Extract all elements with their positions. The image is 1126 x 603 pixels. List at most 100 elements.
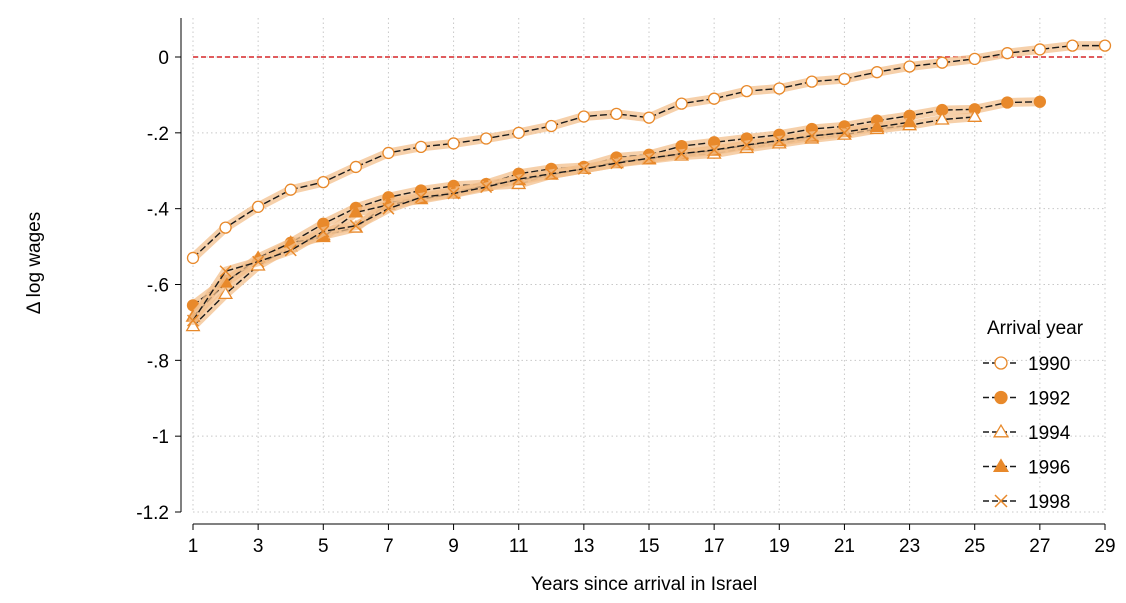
point-1990 — [251, 200, 265, 213]
legend-label: 1994 — [1028, 423, 1071, 444]
x-tick-label: 13 — [573, 536, 594, 557]
x-marker-stroke — [773, 134, 786, 147]
point-1990 — [675, 97, 688, 110]
x-marker-stroke — [447, 187, 460, 200]
axes: 0-.2-.4-.6-.8-1-1.21 3 5 7 9 11 13 15 17 19 21 23 25… — [136, 18, 1116, 557]
point-1990 — [577, 110, 591, 123]
x-tick-label: 23 — [899, 536, 920, 557]
point-1990 — [1001, 47, 1014, 60]
series-line-1992 — [192, 101, 1040, 306]
series-1996 — [185, 114, 918, 322]
x-tick-label: 19 — [769, 536, 790, 557]
point-1996 — [348, 204, 364, 218]
x-tick-label: 21 — [834, 536, 855, 557]
point-1990 — [414, 140, 428, 154]
point-1998 — [545, 167, 558, 180]
series-band-1992 — [188, 97, 1045, 310]
point-1990 — [219, 221, 232, 234]
x-tick-label: 9 — [448, 536, 459, 557]
point-1998 — [838, 126, 851, 139]
point-1998 — [610, 157, 623, 170]
legend-item-1998: 1998 — [983, 492, 1070, 513]
series-line-1998 — [192, 132, 845, 321]
y-tick-label: -.8 — [147, 351, 169, 372]
point-1990 — [707, 92, 721, 105]
x-marker-stroke — [838, 126, 851, 139]
point-1990 — [349, 160, 363, 174]
point-1990 — [1033, 43, 1047, 56]
point-1998 — [317, 225, 330, 238]
point-1992 — [1001, 96, 1014, 109]
point-1994 — [934, 111, 950, 125]
legend-title: Arrival year — [987, 318, 1084, 339]
point-1998 — [382, 202, 395, 215]
point-1990 — [838, 72, 851, 86]
x-marker-stroke — [642, 152, 656, 165]
point-1998 — [284, 244, 297, 257]
x-tick-label: 7 — [383, 536, 394, 557]
x-marker-stroke — [480, 181, 493, 194]
legend-marker — [994, 494, 1008, 508]
point-1990 — [903, 60, 916, 73]
x-marker-stroke — [219, 265, 232, 278]
point-1990 — [870, 66, 884, 79]
point-1990 — [1098, 39, 1112, 52]
x-tick-label: 11 — [509, 536, 529, 557]
point-1990 — [1066, 39, 1079, 52]
series-band-1996 — [188, 117, 915, 322]
point-1990 — [935, 56, 949, 69]
x-tick-label: 17 — [704, 536, 725, 557]
point-1990 — [610, 107, 623, 121]
x-marker-stroke — [284, 244, 297, 257]
legend-marker — [994, 390, 1008, 405]
x-marker-stroke — [512, 173, 525, 186]
y-tick-label: 0 — [158, 48, 169, 69]
point-1998 — [805, 129, 818, 142]
x-tick-label: 25 — [964, 536, 985, 557]
point-1990 — [479, 132, 493, 145]
x-tick-label: 15 — [638, 536, 659, 557]
x-marker-stroke — [349, 219, 362, 232]
legend-marker — [994, 356, 1008, 370]
legend-item-1996: 1996 — [983, 458, 1070, 479]
point-1998 — [675, 147, 688, 160]
x-tick-label: 29 — [1094, 536, 1115, 557]
x-marker-stroke — [252, 255, 265, 268]
x-tick-label: 3 — [253, 536, 264, 557]
x-tick-label: 27 — [1029, 536, 1050, 557]
point-1990 — [805, 75, 819, 88]
series-layer — [185, 39, 1112, 332]
point-1998 — [708, 143, 721, 156]
point-1998 — [740, 138, 753, 151]
legend-label: 1996 — [1028, 458, 1070, 479]
point-1994 — [185, 318, 201, 332]
point-1998 — [773, 134, 786, 147]
point-1990 — [447, 137, 460, 150]
point-1990 — [284, 183, 297, 196]
point-1994 — [218, 286, 234, 300]
point-1990 — [186, 251, 200, 265]
point-1994 — [967, 109, 983, 122]
point-1998 — [186, 314, 200, 327]
series-1998 — [186, 126, 851, 327]
point-1990 — [382, 146, 395, 160]
point-1990 — [773, 82, 786, 95]
point-1998 — [349, 219, 362, 232]
legend-item-1992: 1992 — [983, 389, 1070, 410]
point-1998 — [642, 152, 656, 165]
point-1998 — [447, 187, 460, 200]
x-marker-stroke — [610, 157, 623, 170]
grid-lines — [192, 18, 1106, 513]
legend-item-1994: 1994 — [983, 423, 1071, 444]
x-marker-stroke — [577, 162, 590, 175]
legend-item-1990: 1990 — [983, 354, 1070, 375]
x-marker-stroke — [545, 167, 558, 180]
point-1990 — [317, 175, 330, 189]
x-axis-title: Years since arrival in Israel — [531, 574, 757, 595]
y-tick-label: -.2 — [147, 124, 169, 145]
point-1998 — [512, 173, 525, 186]
point-1998 — [219, 265, 232, 278]
x-marker-stroke — [414, 191, 428, 204]
point-1998 — [480, 181, 493, 194]
x-marker-stroke — [675, 147, 688, 160]
